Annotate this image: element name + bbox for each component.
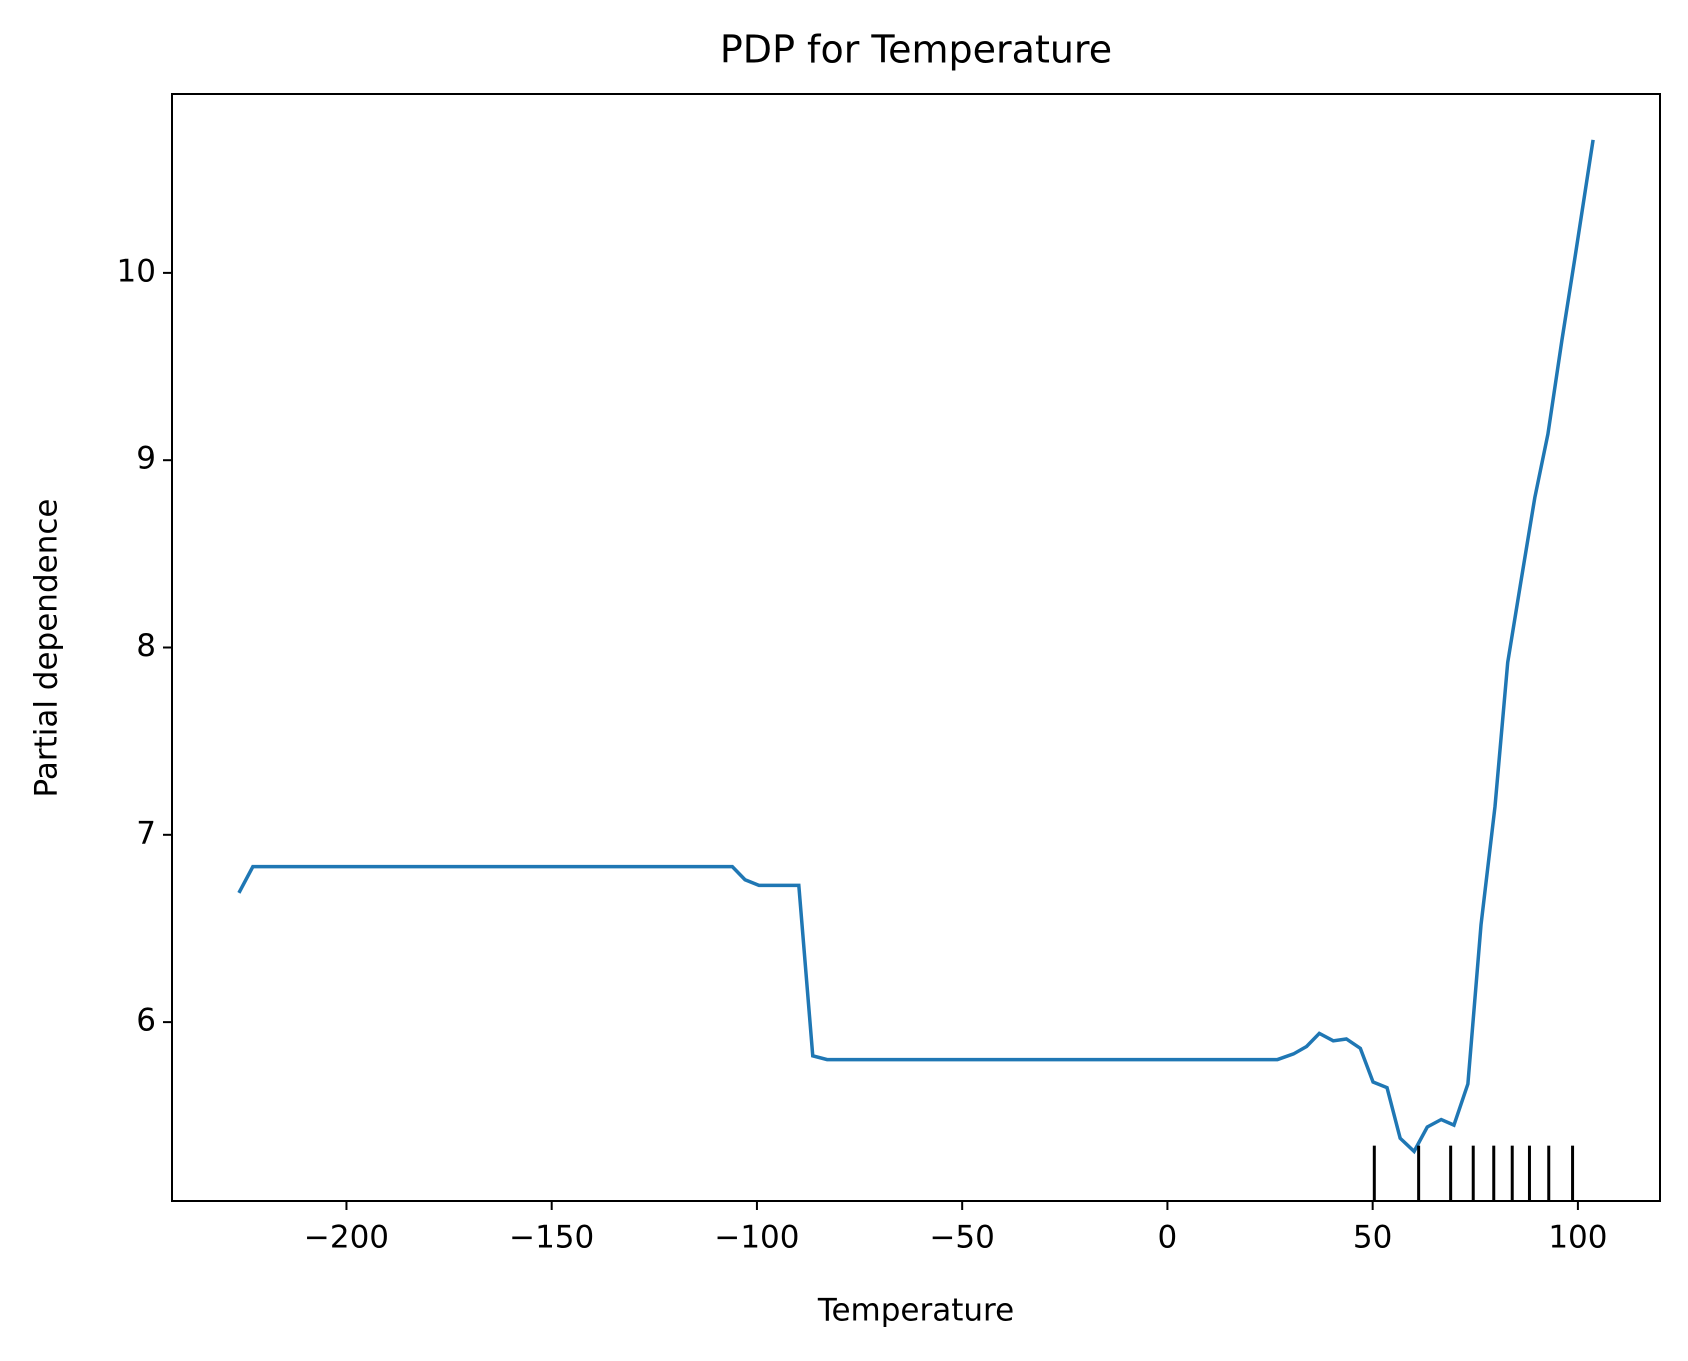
x-tick-label: −100 bbox=[714, 1220, 799, 1256]
y-tick-label: 8 bbox=[136, 628, 156, 664]
x-tick-label: −50 bbox=[929, 1220, 994, 1256]
x-tick-label: 0 bbox=[1158, 1220, 1178, 1256]
chart-title: PDP for Temperature bbox=[720, 28, 1112, 72]
pdp-line bbox=[237, 139, 1595, 1155]
x-tick-label: 100 bbox=[1548, 1220, 1607, 1256]
y-tick-label: 7 bbox=[136, 815, 156, 851]
plot-frame bbox=[171, 93, 1661, 1202]
x-tick-label: −200 bbox=[304, 1220, 389, 1256]
y-axis-label: Partial dependence bbox=[29, 499, 65, 798]
y-tick-label: 10 bbox=[117, 253, 156, 289]
x-tick-label: 50 bbox=[1353, 1220, 1392, 1256]
y-tick-label: 9 bbox=[136, 441, 156, 477]
x-axis-label: Temperature bbox=[817, 1293, 1014, 1329]
y-tick-label: 6 bbox=[136, 1003, 156, 1039]
x-tick-label: −150 bbox=[509, 1220, 594, 1256]
